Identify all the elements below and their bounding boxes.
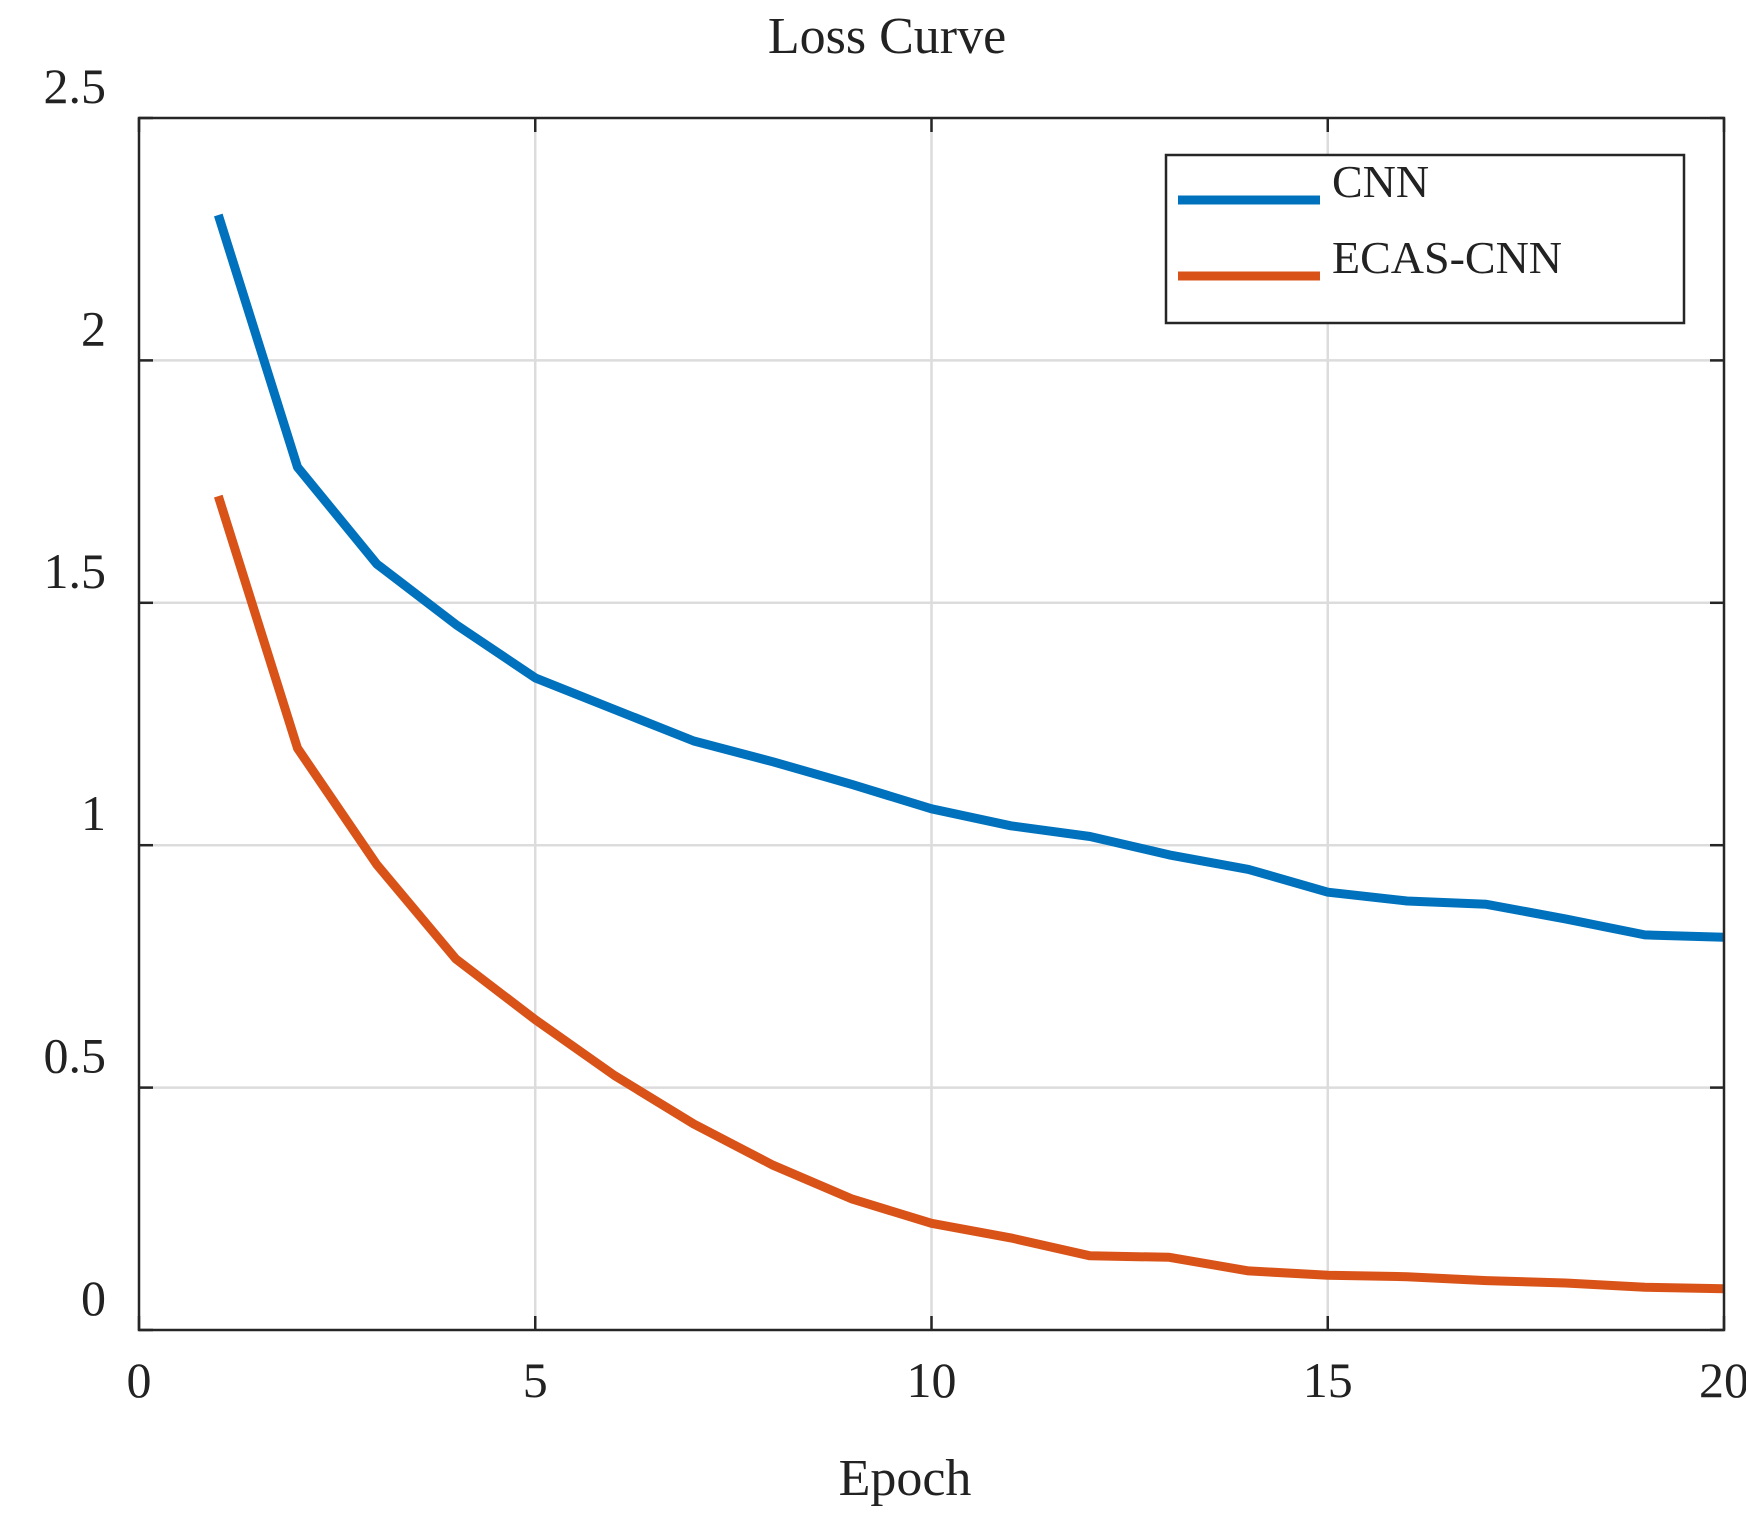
legend: CNN ECAS-CNN [1164, 153, 1686, 325]
legend-label-ecas-cnn: ECAS-CNN [1332, 232, 1562, 283]
y-tick-label: 2.5 [44, 58, 107, 114]
plot-area-frame [137, 116, 1726, 1332]
x-tick-label: 10 [907, 1352, 957, 1408]
series-line-cnn [214, 213, 1725, 942]
x-axis-label: Epoch [839, 1450, 972, 1507]
x-tick-label: 0 [127, 1352, 152, 1408]
y-tick-labels: 0 0.5 1 1.5 2 2.5 [44, 58, 107, 1326]
x-tick-label: 15 [1303, 1352, 1353, 1408]
legend-box [1164, 153, 1686, 325]
series-line-ecas-cnn [214, 494, 1725, 1294]
y-tick-label: 0 [81, 1270, 106, 1326]
x-tick-label: 5 [523, 1352, 548, 1408]
y-tick-label: 1 [81, 785, 106, 841]
y-tick-label: 1.5 [44, 543, 107, 599]
y-tick-label: 2 [81, 300, 106, 356]
x-tick-labels: 0 5 10 15 20 [127, 1352, 1746, 1408]
series-layer [214, 213, 1725, 1294]
legend-label-cnn: CNN [1332, 156, 1429, 207]
y-tick-label: 0.5 [44, 1028, 107, 1084]
x-tick-label: 20 [1699, 1352, 1746, 1408]
chart-title: Loss Curve [768, 8, 1006, 65]
